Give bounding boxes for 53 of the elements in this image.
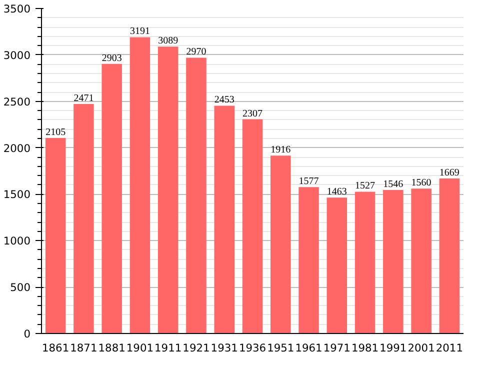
- bar: [270, 156, 291, 334]
- x-tick-label: 1951: [267, 342, 294, 354]
- bar: [242, 119, 263, 334]
- x-tick-label: 1871: [70, 342, 98, 354]
- data-label: 2105: [46, 127, 66, 138]
- bar: [158, 46, 178, 334]
- data-label: 1560: [411, 178, 432, 189]
- y-tick-label: 500: [10, 281, 31, 294]
- bar: [130, 37, 150, 334]
- bar: [411, 188, 432, 334]
- bar: [214, 106, 234, 334]
- bar: [74, 104, 94, 334]
- y-tick-label: 2500: [3, 95, 31, 108]
- y-tick-label: 2000: [3, 142, 31, 155]
- x-tick-label: 1991: [380, 342, 407, 354]
- x-tick-label: 1936: [238, 342, 266, 354]
- data-label: 2903: [102, 52, 122, 64]
- bar: [354, 192, 376, 334]
- data-label: 2471: [74, 93, 94, 104]
- bar: [383, 190, 404, 334]
- data-label: 1527: [355, 180, 376, 192]
- x-tick-label: 1911: [154, 342, 182, 354]
- data-label: 2307: [242, 108, 262, 120]
- x-tick-label: 2011: [436, 342, 463, 354]
- data-label: 3089: [158, 36, 178, 47]
- x-tick-label: 1901: [126, 342, 154, 354]
- data-label: 1546: [383, 178, 404, 190]
- data-label: 1669: [439, 168, 460, 179]
- bar: [102, 64, 122, 334]
- bar: [298, 187, 319, 334]
- data-label: 2970: [186, 46, 206, 58]
- y-tick-label: 0: [24, 328, 31, 340]
- x-tick-label: 1881: [98, 342, 126, 354]
- bar: [439, 178, 460, 334]
- data-label: 1916: [270, 144, 291, 156]
- data-label: 2453: [214, 94, 234, 106]
- x-tick-label: 2001: [408, 342, 435, 354]
- x-tick-label: 1931: [210, 342, 238, 354]
- data-label: 1463: [326, 186, 347, 198]
- data-label: 3191: [130, 26, 150, 38]
- y-tick-label: 1500: [3, 188, 31, 202]
- x-tick-label: 1921: [182, 342, 210, 354]
- x-tick-label: 1861: [42, 342, 70, 354]
- y-tick-label: 1000: [3, 234, 31, 248]
- x-tick-label: 1961: [295, 342, 322, 354]
- y-tick-label: 3500: [3, 2, 31, 16]
- y-tick-label: 3000: [3, 48, 31, 62]
- bar: [45, 138, 66, 334]
- x-tick-label: 1981: [351, 342, 379, 354]
- bar: [326, 198, 348, 334]
- bar: [186, 58, 206, 334]
- data-label: 1577: [298, 176, 319, 188]
- x-tick-label: 1971: [323, 342, 350, 354]
